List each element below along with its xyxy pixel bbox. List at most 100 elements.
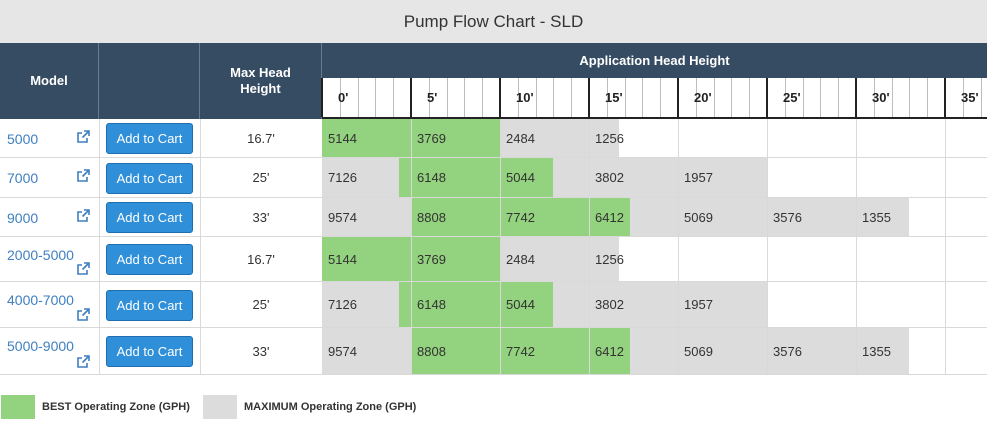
grid-line (678, 158, 679, 198)
tick-minor (375, 78, 377, 117)
grid-line (411, 119, 412, 158)
header-cart (99, 43, 200, 119)
grid-line (856, 328, 857, 375)
grid-line (589, 158, 590, 198)
tick-major (766, 78, 768, 117)
add-to-cart-button[interactable]: Add to Cart (106, 336, 193, 367)
external-link-icon[interactable] (76, 209, 90, 223)
max-head-value: 33' (252, 344, 270, 359)
max-head-value: 33' (252, 210, 270, 225)
best-zone-bar (398, 158, 554, 198)
grid-line (856, 158, 857, 198)
grid-line (411, 237, 412, 282)
grid-line (500, 198, 501, 237)
grid-line (589, 328, 590, 375)
grid-line (856, 237, 857, 282)
add-to-cart-button[interactable]: Add to Cart (106, 244, 193, 275)
model-link[interactable]: 4000-7000 (7, 292, 74, 308)
row-divider (0, 374, 987, 375)
flow-value: 1355 (862, 210, 891, 225)
grid-line (678, 328, 679, 375)
model-link[interactable]: 5000 (7, 131, 39, 147)
add-to-cart-button[interactable]: Add to Cart (106, 123, 193, 154)
flow-value: 7742 (506, 344, 535, 359)
tick-minor (980, 78, 982, 117)
tick-minor (731, 78, 733, 117)
flow-value: 1355 (862, 344, 891, 359)
add-to-cart-button[interactable]: Add to Cart (106, 290, 193, 321)
flow-value: 3769 (417, 252, 446, 267)
column-divider (99, 119, 100, 375)
external-link-icon[interactable] (76, 308, 90, 322)
flow-value: 5144 (328, 131, 357, 146)
header-max-head: Max Head Height (200, 43, 322, 119)
model-link[interactable]: 7000 (7, 170, 39, 186)
grid-line (945, 158, 946, 198)
flow-value: 8808 (417, 210, 446, 225)
column-divider (200, 119, 201, 375)
external-link-icon[interactable] (76, 169, 90, 183)
grid-line (589, 282, 590, 328)
grid-line (678, 237, 679, 282)
model-link[interactable]: 9000 (7, 210, 39, 226)
external-link-icon[interactable] (76, 355, 90, 369)
flow-value: 7126 (328, 297, 357, 312)
grid-line (767, 198, 768, 237)
tick-minor (571, 78, 573, 117)
head-height-scale: 0' 5' 10' 15' 20' 25' 30' 35' (321, 78, 987, 119)
grid-line (945, 198, 946, 237)
flow-value: 9574 (328, 344, 357, 359)
tick-major (944, 78, 946, 117)
flow-value: 5044 (506, 170, 535, 185)
tick-label: 30' (872, 90, 890, 105)
flow-value: 2484 (506, 252, 535, 267)
grid-line (500, 158, 501, 198)
tick-minor (482, 78, 484, 117)
flow-value: 2484 (506, 131, 535, 146)
add-to-cart-button[interactable]: Add to Cart (106, 163, 193, 194)
tick-major (855, 78, 857, 117)
tick-minor (660, 78, 662, 117)
tick-minor (784, 78, 786, 117)
grid-line (589, 119, 590, 158)
grid-line (856, 198, 857, 237)
grid-line (589, 237, 590, 282)
legend-best-swatch (1, 395, 35, 419)
grid-line (500, 237, 501, 282)
grid-line (500, 282, 501, 328)
model-link[interactable]: 2000-5000 (7, 247, 74, 263)
flow-value: 8808 (417, 344, 446, 359)
maximum-zone-bar (500, 119, 620, 158)
tick-label: 25' (783, 90, 801, 105)
grid-line (767, 282, 768, 328)
tick-minor (428, 78, 430, 117)
flow-value: 7126 (328, 170, 357, 185)
tick-minor (695, 78, 697, 117)
add-to-cart-button[interactable]: Add to Cart (106, 202, 193, 233)
tick-minor (535, 78, 537, 117)
tick-minor (624, 78, 626, 117)
tick-minor (820, 78, 822, 117)
legend: BEST Operating Zone (GPH) MAXIMUM Operat… (0, 395, 1000, 425)
grid-line (856, 119, 857, 158)
row-divider (0, 157, 987, 158)
external-link-icon[interactable] (76, 130, 90, 144)
row-divider (0, 327, 987, 328)
tick-major (410, 78, 412, 117)
max-head-value: 25' (252, 170, 270, 185)
flow-value: 3769 (417, 131, 446, 146)
grid-line (411, 282, 412, 328)
grid-line (767, 158, 768, 198)
legend-best-label: BEST Operating Zone (GPH) (42, 401, 190, 413)
flow-value: 5069 (684, 344, 713, 359)
legend-max-label: MAXIMUM Operating Zone (GPH) (244, 401, 417, 413)
tick-major (677, 78, 679, 117)
grid-line (767, 328, 768, 375)
model-link[interactable]: 5000-9000 (7, 338, 74, 354)
external-link-icon[interactable] (76, 262, 90, 276)
best-zone-bar (411, 328, 630, 375)
flow-value: 3802 (595, 170, 624, 185)
tick-minor (642, 78, 644, 117)
flow-value: 9574 (328, 210, 357, 225)
row-divider (0, 236, 987, 237)
